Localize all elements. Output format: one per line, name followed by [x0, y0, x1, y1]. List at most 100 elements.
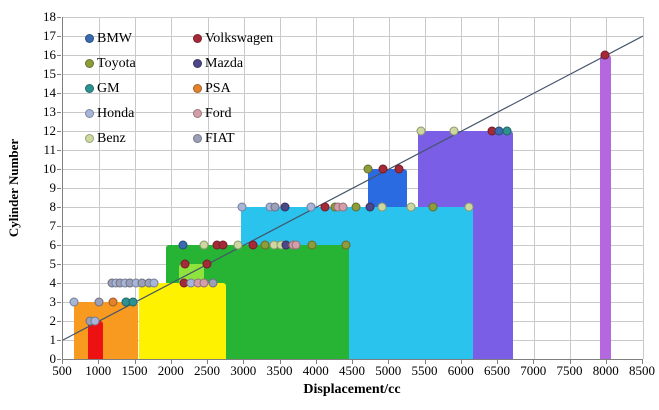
legend-column: BMW Toyota GM Honda Benz	[85, 26, 193, 151]
scatter-point-volkswagen	[320, 202, 330, 212]
scatter-point-gm	[502, 126, 512, 136]
y-tick-mark	[57, 283, 61, 284]
x-tick-label: 4000	[302, 363, 329, 378]
scatter-point-benz	[449, 126, 459, 136]
legend-label: Ford	[205, 105, 232, 121]
y-tick-mark	[57, 359, 61, 360]
y-tick-mark	[57, 264, 61, 265]
y-tick-label: 13	[43, 104, 56, 119]
scatter-point-volkswagen	[378, 164, 388, 174]
scatter-point-bmw	[494, 126, 504, 136]
legend-label: Benz	[97, 130, 126, 146]
gridline	[63, 149, 643, 151]
scatter-point-honda	[149, 278, 159, 288]
x-tick-label: 6000	[447, 363, 474, 378]
y-tick-mark	[57, 207, 61, 208]
scatter-point-toyota	[341, 240, 351, 250]
x-tick-label: 2000	[157, 363, 184, 378]
y-tick-label: 5	[49, 256, 57, 271]
y-tick-label: 8	[49, 199, 57, 214]
x-tick-mark	[642, 360, 643, 364]
y-tick-label: 4	[49, 275, 57, 290]
scatter-point-honda	[237, 202, 247, 212]
scatter-point-fiat	[208, 278, 218, 288]
y-tick-label: 0	[49, 351, 57, 366]
y-tick-mark	[57, 55, 61, 56]
scatter-point-volkswagen	[600, 50, 610, 60]
scatter-point-volkswagen	[394, 164, 404, 174]
y-tick-mark	[57, 74, 61, 75]
y-tick-label: 10	[43, 161, 56, 176]
x-tick-mark	[315, 360, 317, 364]
legend-item-mazda: Mazda	[193, 51, 273, 76]
scatter-point-benz	[199, 240, 209, 250]
legend-marker-icon	[193, 84, 202, 93]
legend-marker-icon	[85, 34, 94, 43]
legend-label: PSA	[205, 80, 231, 96]
x-tick-label: 2500	[194, 363, 220, 378]
scatter-point-benz	[416, 126, 426, 136]
legend-item-ford: Ford	[193, 101, 273, 126]
y-tick-label: 16	[43, 47, 56, 62]
legend-label: BMW	[97, 30, 132, 46]
y-tick-label: 7	[49, 218, 57, 233]
scatter-point-benz	[406, 202, 416, 212]
x-tick-label: 3500	[266, 363, 293, 378]
legend-marker-icon	[85, 134, 94, 143]
scatter-point-ford	[199, 278, 209, 288]
x-tick-mark	[388, 360, 390, 364]
scatter-point-ford	[291, 240, 301, 250]
gridline	[63, 35, 643, 37]
scatter-point-toyota	[363, 164, 373, 174]
scatter-point-toyota	[307, 240, 317, 250]
gridline	[642, 17, 644, 359]
legend-column: Volkswagen Mazda PSA Ford FIAT	[193, 26, 273, 151]
x-tick-mark	[62, 360, 63, 364]
scatter-point-bmw	[178, 240, 188, 250]
x-tick-label: 500	[52, 363, 72, 378]
legend-label: Volkswagen	[205, 30, 274, 46]
y-tick-mark	[57, 340, 61, 341]
y-axis-title: Cylinder Number	[6, 138, 21, 238]
y-tick-label: 1	[49, 332, 57, 347]
legend-marker-icon	[85, 59, 94, 68]
y-tick-label: 15	[43, 66, 56, 81]
y-tick-mark	[57, 302, 61, 303]
scatter-point-honda	[69, 297, 79, 307]
scatter-point-toyota	[428, 202, 438, 212]
scatter-point-benz	[233, 240, 243, 250]
legend-marker-icon	[193, 109, 202, 118]
gridline	[63, 168, 643, 170]
legend-item-bmw: BMW	[85, 26, 193, 51]
y-tick-mark	[57, 36, 61, 37]
scatter-point-honda	[90, 316, 100, 326]
x-tick-label: 1500	[121, 363, 148, 378]
y-tick-label: 9	[49, 180, 57, 195]
y-tick-label: 14	[43, 85, 56, 100]
x-tick-label: 5500	[411, 363, 438, 378]
y-tick-label: 17	[43, 28, 56, 43]
scatter-point-fiat	[270, 202, 280, 212]
points-layer	[63, 17, 643, 359]
y-tick-mark	[57, 245, 61, 246]
legend-item-volkswagen: Volkswagen	[193, 26, 273, 51]
scatter-point-volkswagen	[218, 240, 228, 250]
x-tick-label: 8500	[629, 363, 655, 378]
scatter-point-benz	[464, 202, 474, 212]
gridline	[63, 111, 643, 113]
scatter-point-volkswagen	[248, 240, 258, 250]
y-tick-mark	[57, 321, 61, 322]
x-tick-mark	[98, 360, 100, 364]
x-tick-mark	[497, 360, 498, 364]
scatter-point-gm	[128, 297, 138, 307]
x-tick-label: 4500	[339, 363, 365, 378]
legend-item-toyota: Toyota	[85, 51, 193, 76]
y-tick-label: 11	[43, 142, 56, 157]
x-tick-mark	[243, 360, 245, 364]
y-tick-label: 3	[49, 294, 57, 309]
gridline	[63, 92, 643, 94]
legend-item-benz: Benz	[85, 126, 193, 151]
gridline	[63, 54, 643, 56]
scatter-point-benz	[377, 202, 387, 212]
